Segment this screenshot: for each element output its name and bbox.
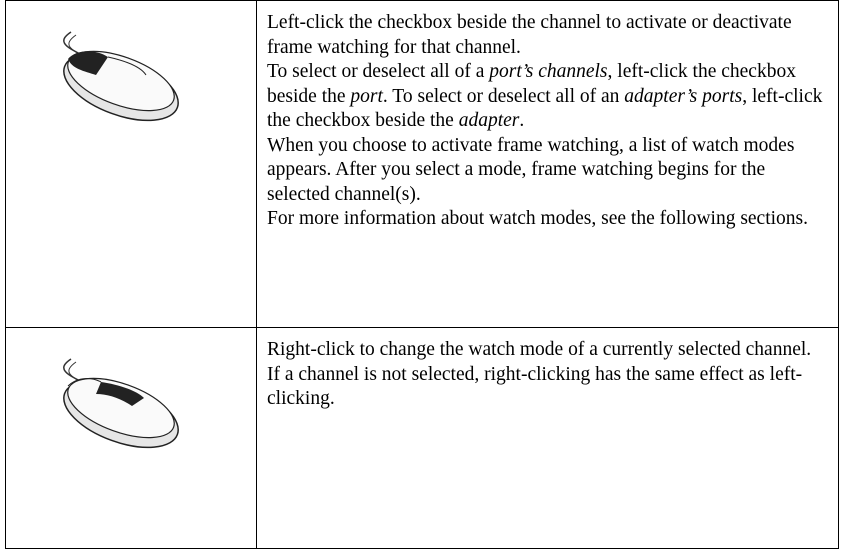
text-run: When you choose to activate frame watchi… <box>267 134 795 205</box>
text-run: For more information about watch modes, … <box>267 208 809 229</box>
text-cell: Right-click to change the watch mode of … <box>256 327 839 549</box>
paragraph: When you choose to activate frame watchi… <box>267 134 830 208</box>
text-run: , left-click the checkbox beside the <box>267 61 796 107</box>
italic-run: port <box>350 85 383 107</box>
text-cell: Left-click the checkbox beside the chann… <box>256 0 839 328</box>
italic-run: adapter <box>458 110 520 131</box>
text-run: Right-click to change the watch mode of … <box>267 339 812 360</box>
text-run: , left-click the checkbox beside the <box>267 85 823 132</box>
paragraph: For more information about watch modes, … <box>267 207 830 232</box>
italic-run: adapter’s ports <box>624 85 743 107</box>
mouse-left-icon <box>63 31 179 122</box>
table-row: Right-click to change the watch mode of … <box>5 327 839 549</box>
paragraph: If a channel is not selected, right-clic… <box>267 363 830 412</box>
text-run: To select or deselect all of a <box>267 61 490 82</box>
instruction-table: Left-click the checkbox beside the chann… <box>5 0 839 549</box>
table-row: Left-click the checkbox beside the chann… <box>5 0 839 328</box>
text-run: If a channel is not selected, right-clic… <box>267 363 803 410</box>
italic-run: port’s channels <box>489 61 608 82</box>
paragraph: Left-click the checkbox beside the chann… <box>267 11 830 60</box>
icon-cell <box>5 0 257 328</box>
text-run: . <box>519 110 525 131</box>
paragraph: Right-click to change the watch mode of … <box>267 338 830 363</box>
text-run: . To select or deselect all of an <box>382 85 625 107</box>
paragraph: To select or deselect all of a port’s ch… <box>267 60 830 134</box>
mouse-right-icon <box>63 358 179 449</box>
icon-cell <box>5 327 257 549</box>
text-run: Left-click the checkbox beside the chann… <box>267 12 792 58</box>
